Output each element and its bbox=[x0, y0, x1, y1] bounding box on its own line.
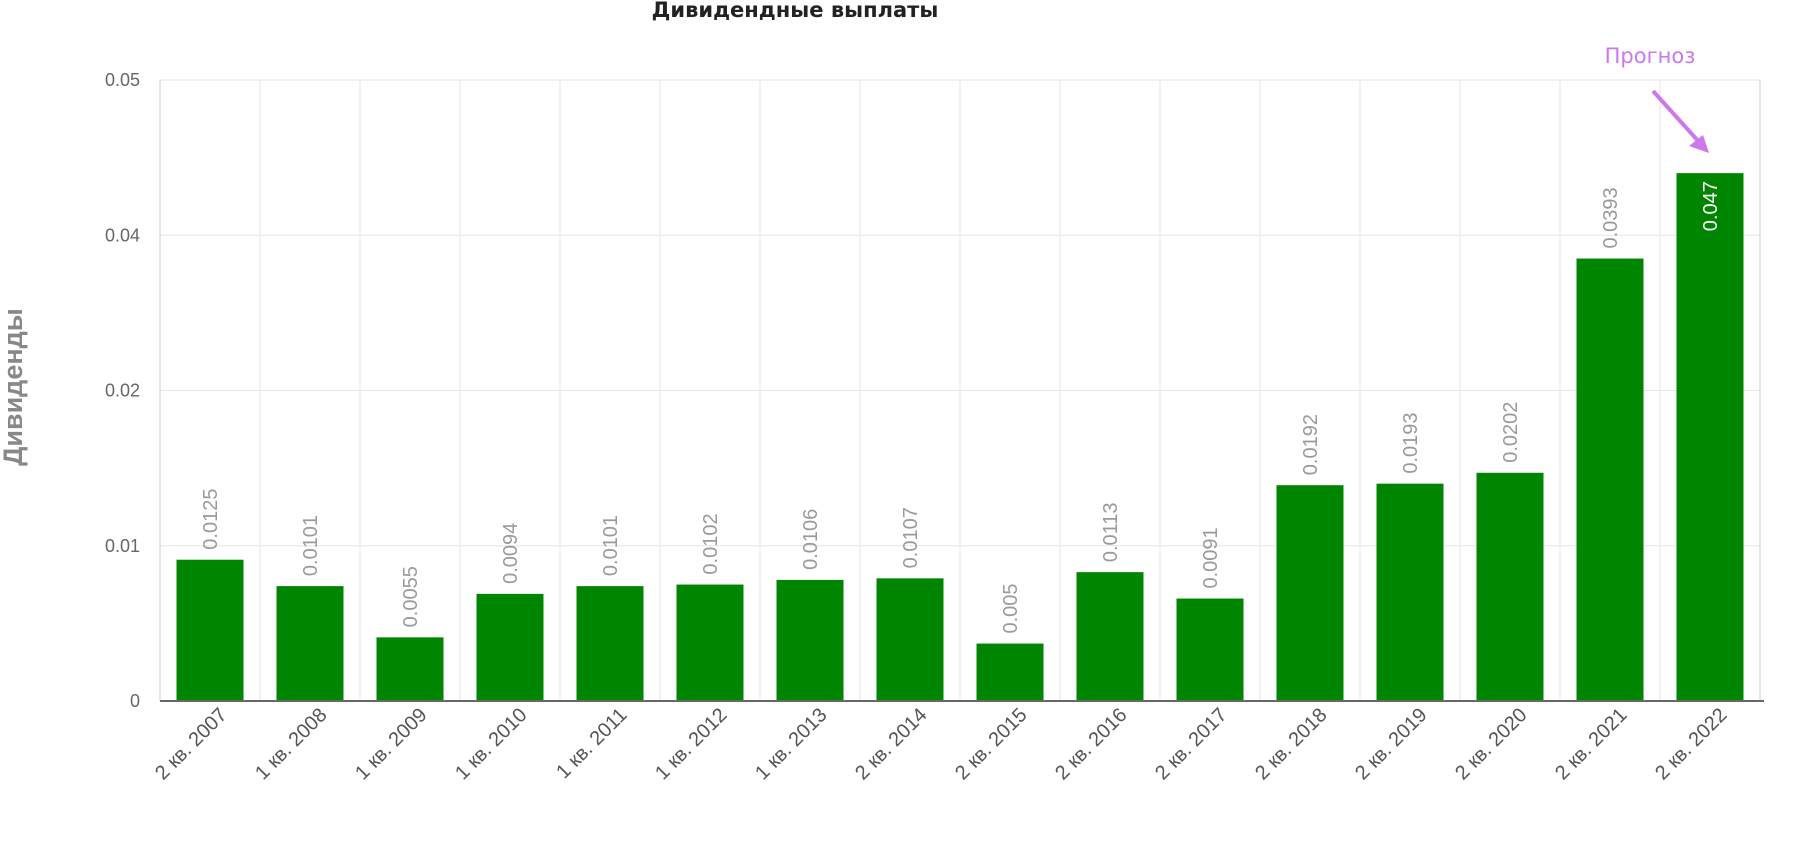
x-tick-label: 2 кв. 2017 bbox=[1151, 704, 1231, 784]
forecast-arrow-head bbox=[1689, 135, 1709, 153]
y-axis-label: Дивиденды bbox=[0, 308, 28, 466]
data-label: 0.0193 bbox=[1400, 412, 1422, 473]
bar bbox=[1376, 483, 1444, 701]
x-tick-label: 2 кв. 2007 bbox=[151, 704, 231, 784]
data-label: 0.0125 bbox=[200, 489, 222, 550]
bar bbox=[476, 593, 544, 701]
bars bbox=[176, 173, 1744, 701]
data-label: 0.0101 bbox=[600, 515, 622, 576]
bar bbox=[1176, 598, 1244, 701]
forecast-annotation: Прогноз bbox=[1605, 44, 1709, 153]
data-label: 0.0113 bbox=[1100, 502, 1122, 562]
forecast-arrow-line bbox=[1651, 89, 1702, 145]
forecast-label: Прогноз bbox=[1605, 44, 1696, 68]
bar bbox=[1676, 173, 1744, 701]
x-ticks: 2 кв. 2007 1 кв. 2008 1 кв. 2009 1 кв. 2010… bbox=[151, 704, 1731, 784]
data-label: 0.047 bbox=[1700, 181, 1722, 231]
bar bbox=[1576, 258, 1644, 701]
x-tick-label: 2 кв. 2022 bbox=[1651, 704, 1731, 784]
bar bbox=[1076, 572, 1144, 701]
bar bbox=[376, 637, 444, 701]
data-label: 0.0192 bbox=[1300, 414, 1322, 475]
x-tick-label: 1 кв. 2008 bbox=[251, 704, 331, 784]
data-label: 0.0091 bbox=[1200, 527, 1222, 588]
bar bbox=[176, 559, 244, 701]
x-tick-label: 2 кв. 2015 bbox=[951, 704, 1031, 784]
data-label: 0.005 bbox=[1000, 583, 1022, 633]
bar bbox=[276, 586, 344, 701]
x-tick-label: 1 кв. 2011 bbox=[552, 704, 631, 783]
data-label: 0.0202 bbox=[1500, 402, 1522, 463]
data-labels: 0.0125 0.0101 0.0055 0.0094 0.0101 0.0102 0.01… bbox=[200, 181, 1722, 633]
y-tick-label: 0 bbox=[130, 691, 140, 711]
y-ticks: 0 0.01 0.02 0.04 0.05 bbox=[105, 70, 140, 711]
y-tick-label: 0.02 bbox=[105, 381, 140, 401]
x-tick-label: 2 кв. 2014 bbox=[851, 704, 931, 784]
x-tick-label: 1 кв. 2013 bbox=[751, 704, 831, 784]
data-label: 0.0106 bbox=[800, 509, 822, 570]
data-label: 0.0102 bbox=[700, 513, 722, 574]
x-tick-label: 2 кв. 2021 bbox=[1551, 704, 1631, 784]
chart-title: Дивидендные выплаты bbox=[652, 0, 939, 22]
data-label: 0.0094 bbox=[500, 523, 522, 584]
data-label: 0.0101 bbox=[300, 515, 322, 576]
bar bbox=[876, 578, 944, 701]
data-label: 0.0393 bbox=[1600, 187, 1622, 248]
y-tick-label: 0.04 bbox=[105, 225, 140, 245]
x-tick-label: 1 кв. 2009 bbox=[351, 704, 431, 784]
y-tick-label: 0.05 bbox=[105, 70, 140, 90]
bar bbox=[576, 586, 644, 701]
x-tick-label: 2 кв. 2016 bbox=[1051, 704, 1131, 784]
x-tick-label: 1 кв. 2010 bbox=[451, 704, 531, 784]
bar bbox=[976, 643, 1044, 701]
x-tick-label: 2 кв. 2019 bbox=[1351, 704, 1431, 784]
bar bbox=[776, 579, 844, 701]
bar bbox=[1476, 472, 1544, 701]
bar bbox=[1276, 485, 1344, 701]
axes bbox=[159, 80, 1764, 702]
y-tick-label: 0.01 bbox=[105, 536, 140, 556]
data-label: 0.0107 bbox=[900, 507, 922, 568]
x-tick-label: 2 кв. 2018 bbox=[1251, 704, 1331, 784]
x-tick-label: 2 кв. 2020 bbox=[1451, 704, 1531, 784]
bar bbox=[676, 584, 744, 701]
grid bbox=[160, 79, 1761, 701]
x-tick-label: 1 кв. 2012 bbox=[651, 704, 731, 784]
data-label: 0.0055 bbox=[400, 566, 422, 627]
